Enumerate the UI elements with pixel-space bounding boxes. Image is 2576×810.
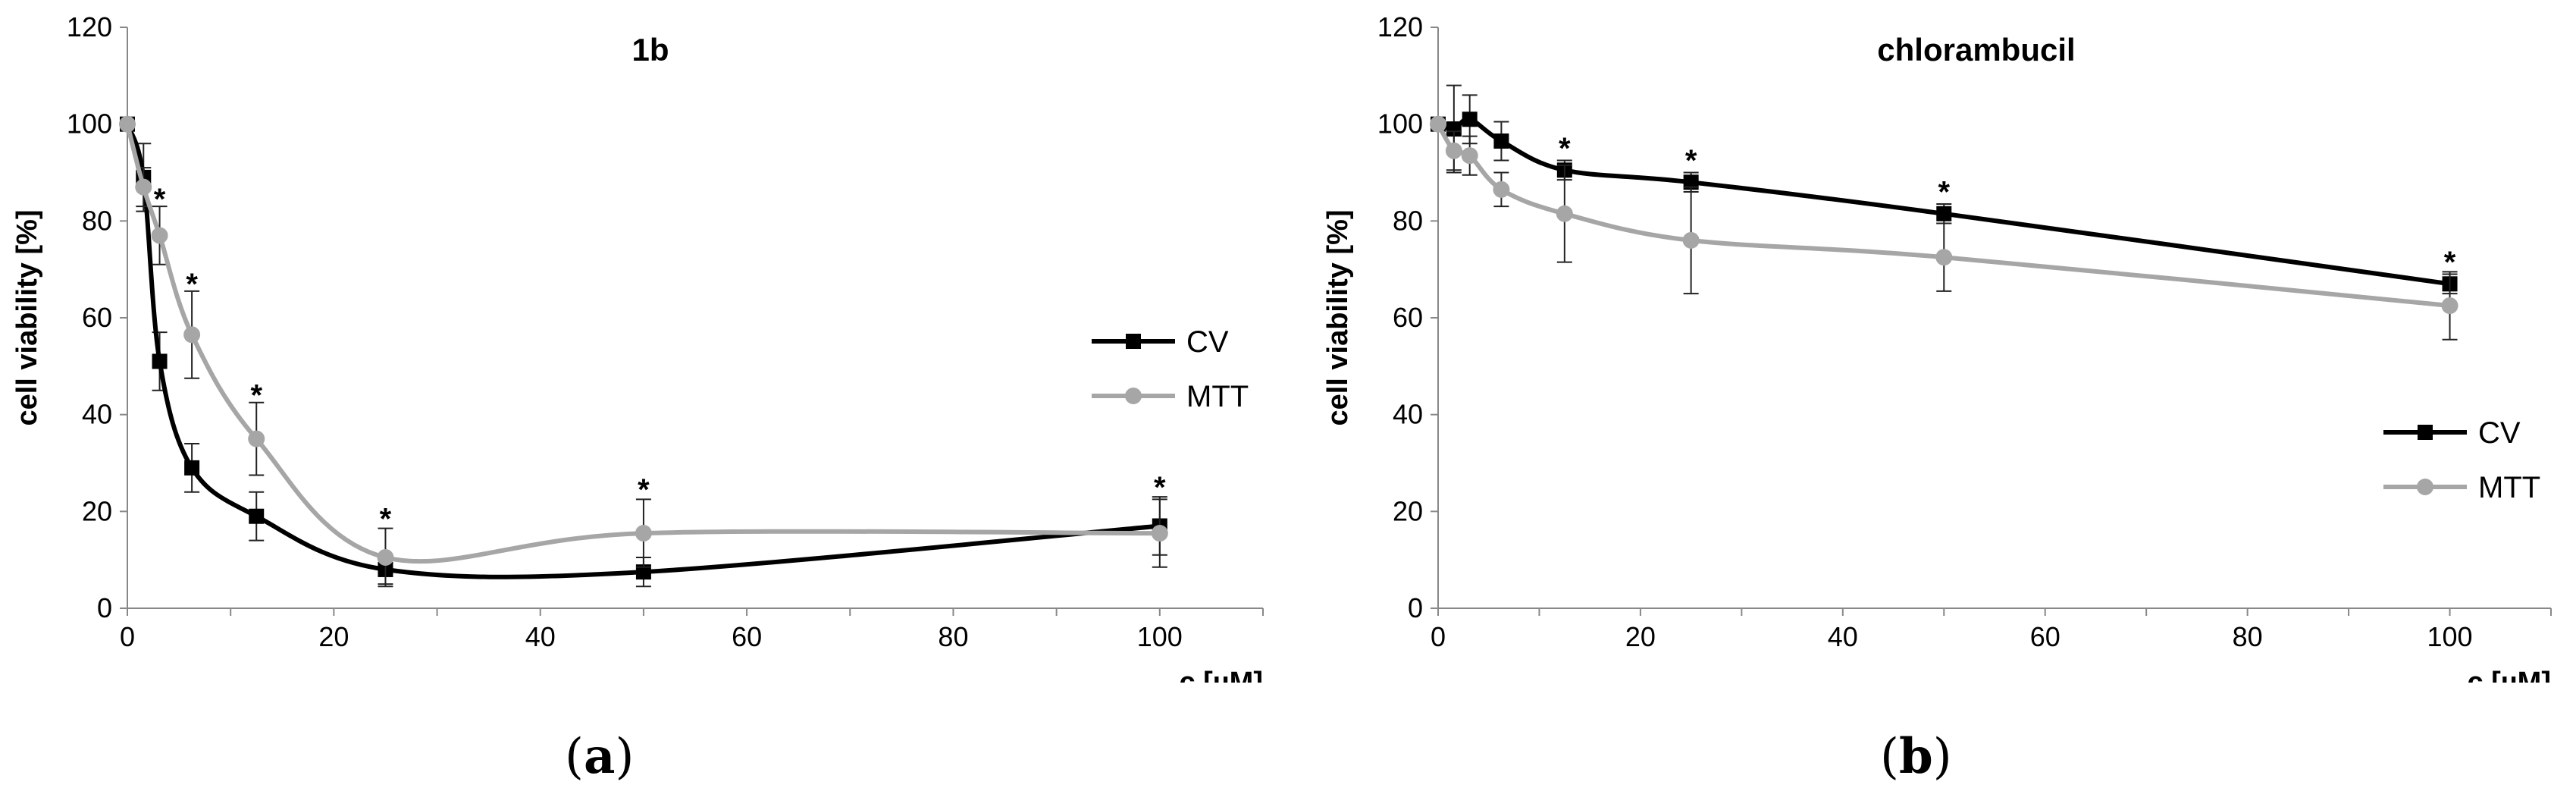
significance-marker: * (1559, 132, 1571, 165)
panel-label-b: (b) (1880, 728, 1952, 785)
significance-marker: * (2444, 246, 2456, 279)
panel-label-b-text: b (1898, 728, 1933, 785)
y-tick-label: 60 (82, 302, 112, 333)
significance-marker: * (1154, 471, 1166, 504)
series-mtt (119, 115, 1168, 588)
x-tick-label: 40 (1828, 621, 1858, 652)
data-point (1446, 121, 1462, 137)
x-tick-label: 60 (2030, 621, 2060, 652)
legend-marker (1125, 388, 1142, 404)
data-point (1493, 133, 1509, 149)
x-tick-label: 20 (318, 621, 349, 652)
x-axis-label: c [µM] (1179, 667, 1263, 683)
x-tick-label: 0 (120, 621, 135, 652)
panel-label-a: (a) (565, 728, 635, 785)
y-tick-label: 0 (97, 592, 112, 623)
y-tick-label: 80 (82, 205, 112, 236)
data-point (635, 525, 652, 542)
data-point (1935, 249, 1953, 266)
data-point (1151, 525, 1168, 542)
x-tick-label: 100 (1137, 621, 1183, 652)
data-point (248, 430, 265, 447)
y-tick-label: 60 (1393, 302, 1423, 333)
data-point (1462, 111, 1478, 127)
data-point (1430, 115, 1446, 133)
legend-label: CV (1186, 325, 1229, 359)
chart-title: chlorambucil (1877, 32, 2075, 68)
legend-label: MTT (1186, 380, 1249, 413)
y-tick-label: 20 (82, 495, 112, 526)
x-tick-label: 100 (2427, 621, 2473, 652)
y-axis-label: cell viability [%] (1322, 209, 1354, 425)
data-point (135, 178, 152, 196)
x-tick-label: 60 (732, 621, 762, 652)
x-tick-label: 40 (525, 621, 556, 652)
x-tick-label: 0 (1431, 621, 1446, 652)
significance-marker: * (250, 379, 262, 413)
chart-panel-b: 0 20 40 60 80 100 120 0 20 40 60 80 100 cell viabilit… (1322, 11, 2552, 683)
y-tick-label: 40 (82, 399, 112, 430)
significance-marker: * (1938, 176, 1950, 209)
data-point (2441, 297, 2458, 315)
data-point (152, 353, 168, 369)
y-tick-label: 100 (1377, 108, 1423, 140)
data-point (1461, 147, 1478, 165)
series-line (125, 121, 1162, 579)
data-point (635, 564, 651, 580)
data-point (183, 326, 201, 344)
significance-marker: * (186, 268, 198, 301)
legend-label: CV (2478, 416, 2521, 450)
legend-marker (2417, 479, 2433, 495)
data-point (1556, 205, 1573, 222)
legend-marker (2418, 425, 2433, 440)
data-point (1936, 206, 1952, 221)
data-point (151, 227, 168, 244)
y-tick-label: 100 (67, 108, 112, 140)
y-axis-label: cell viability [%] (11, 209, 43, 425)
y-tick-label: 0 (1408, 592, 1423, 623)
data-point (119, 115, 136, 133)
y-tick-label: 120 (1377, 11, 1423, 42)
legend-label: MTT (2478, 471, 2540, 504)
x-tick-label: 20 (1625, 621, 1656, 652)
significance-marker: * (154, 183, 166, 216)
x-tick-label: 80 (938, 621, 968, 652)
panel-label-a-text: a (583, 728, 616, 785)
x-axis-label: c [µM] (2467, 667, 2551, 683)
data-point (184, 460, 200, 476)
data-point (1493, 181, 1510, 198)
series-line (125, 121, 1162, 564)
significance-marker: * (380, 502, 392, 535)
data-point (249, 508, 265, 524)
significance-marker: * (638, 473, 650, 507)
data-point (1445, 142, 1462, 159)
y-tick-label: 120 (67, 11, 112, 42)
legend-marker (1126, 334, 1141, 349)
significance-marker: * (1685, 144, 1697, 177)
y-tick-label: 20 (1393, 495, 1423, 526)
series-mtt (1430, 115, 2458, 341)
chart-panel-a: 0 20 40 60 80 100 120 0 20 40 60 80 100 cell viabilit… (11, 11, 1264, 683)
y-tick-label: 80 (1393, 205, 1423, 236)
data-point (1683, 174, 1699, 190)
data-point (377, 548, 394, 566)
y-tick-label: 40 (1393, 399, 1423, 430)
data-point (1682, 231, 1700, 249)
chart-title: 1b (631, 32, 669, 68)
x-tick-label: 80 (2233, 621, 2263, 652)
